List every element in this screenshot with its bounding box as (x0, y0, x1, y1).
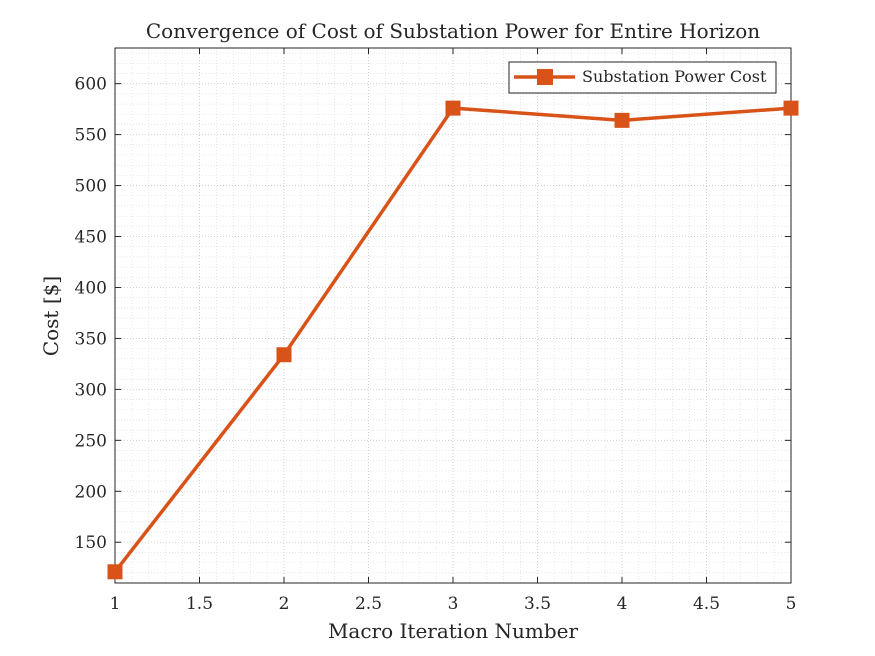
x-tick-label: 2.5 (355, 594, 382, 614)
x-tick-label: 1.5 (186, 594, 213, 614)
data-point-marker (783, 100, 799, 116)
y-tick-label: 600 (75, 75, 107, 95)
x-tick-label: 1 (110, 594, 121, 614)
data-point-marker (276, 347, 292, 363)
x-axis-ticks: 1 1.5 2 2.5 3 3.5 4 4.5 5 (110, 48, 797, 614)
x-tick-label: 5 (786, 594, 797, 614)
minor-grid (115, 48, 791, 583)
data-point-marker (614, 112, 630, 128)
y-tick-label: 300 (75, 380, 107, 400)
y-tick-label: 400 (75, 278, 107, 298)
y-tick-label: 200 (75, 482, 107, 502)
legend-entry-label: Substation Power Cost (582, 67, 767, 86)
y-axis-ticks: 150 200 250 300 350 400 450 500 550 600 (75, 75, 791, 553)
y-tick-label: 150 (75, 533, 107, 553)
x-tick-label: 3 (448, 594, 459, 614)
y-tick-label: 450 (75, 228, 107, 248)
legend: Substation Power Cost (508, 61, 777, 94)
x-tick-label: 2 (279, 594, 290, 614)
y-tick-label: 550 (75, 126, 107, 146)
legend-marker-sample (537, 69, 553, 85)
series-layer (107, 100, 799, 580)
x-tick-label: 4.5 (693, 594, 720, 614)
y-tick-label: 250 (75, 431, 107, 451)
y-tick-label: 500 (75, 177, 107, 197)
x-tick-label: 4 (617, 594, 628, 614)
x-axis-label: Macro Iteration Number (328, 619, 579, 643)
data-point-marker (445, 100, 461, 116)
y-tick-label: 350 (75, 329, 107, 349)
chart-title: Convergence of Cost of Substation Power … (146, 19, 760, 43)
data-point-marker (107, 564, 123, 580)
x-tick-label: 3.5 (524, 594, 551, 614)
y-axis-label: Cost [$] (39, 276, 63, 356)
